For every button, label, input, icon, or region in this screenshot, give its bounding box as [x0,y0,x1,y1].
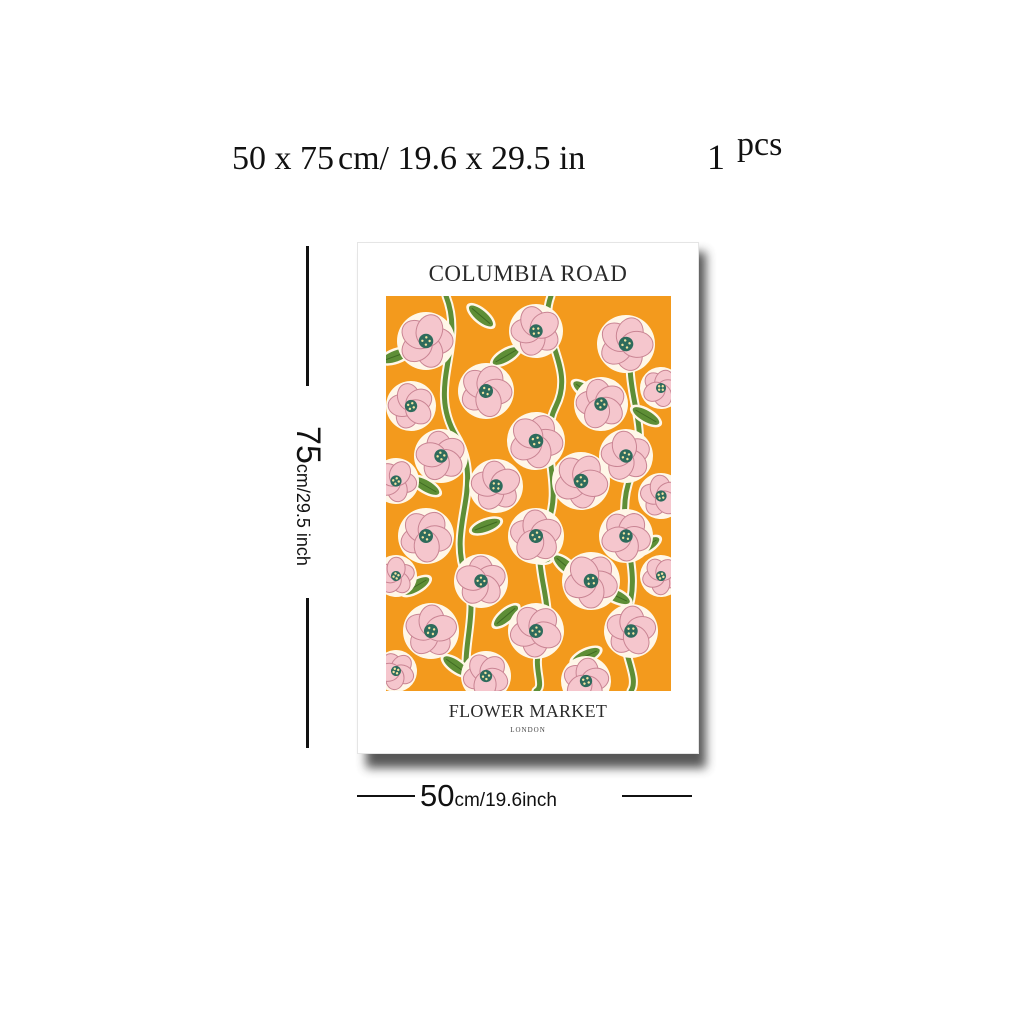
leaf [466,302,496,330]
poster-city: LONDON [510,726,546,734]
flower [561,656,611,691]
flower [386,555,417,597]
flower [597,315,655,373]
flower [403,603,459,659]
flower [640,367,671,409]
height-value: 75 [289,426,327,464]
vine-stem [441,296,474,691]
poster: COLUMBIA ROAD FLOWER MARKET LONDON [358,243,698,753]
flower [397,312,455,370]
flower [414,429,468,483]
flower [604,604,658,658]
flower [454,554,508,608]
width-unit: cm/19.6inch [454,790,557,811]
flower [386,650,417,691]
size-heading-pcs: pcs [737,126,783,163]
size-heading-quantity: 1 [707,137,725,177]
poster-floral-artwork [386,296,671,691]
size-heading-units: cm/ 19.6 x 29.5 in [338,140,586,177]
flower [507,412,565,470]
flower [386,458,419,504]
width-measure-line-left [357,795,415,797]
leaf [491,602,521,630]
flower [574,377,628,431]
height-measure-line-top [306,246,309,386]
poster-subtitle: FLOWER MARKET [448,701,608,721]
flower [562,552,620,610]
flower [508,508,564,564]
poster-title: COLUMBIA ROAD [428,261,628,286]
flower [599,509,653,563]
width-measure-line-right [622,795,692,797]
size-heading-dimensions: 50 x 75 [232,140,334,177]
height-unit: cm/29.5 inch [293,463,313,566]
height-label: 75cm/29.5 inch [287,386,327,606]
flower [508,603,564,659]
width-label: 50cm/19.6inch [420,778,557,814]
flower [599,429,653,483]
flower [640,555,671,597]
flower [461,651,511,691]
flower [398,508,454,564]
size-heading: 50 x 75 cm/ 19.6 x 29.5 in 1 pcs [232,126,832,182]
flower [638,473,671,519]
leaf [489,344,523,368]
leaf [468,516,504,536]
width-value: 50 [420,778,455,813]
flower [552,452,610,510]
flower [386,381,436,431]
leaf [629,404,663,428]
floral-pattern [386,296,671,691]
flower [458,363,514,419]
flower [509,304,563,358]
height-measure-line-bottom [306,598,309,748]
flower [469,459,523,513]
